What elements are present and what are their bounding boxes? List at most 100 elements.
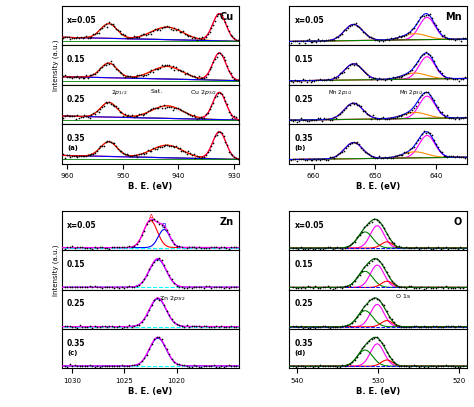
Point xyxy=(86,71,93,78)
Point xyxy=(77,153,85,159)
Point xyxy=(344,282,351,289)
Point xyxy=(336,32,344,39)
Point xyxy=(442,114,449,120)
Point xyxy=(307,156,314,163)
Point xyxy=(434,143,441,150)
Point xyxy=(212,244,220,250)
Point xyxy=(208,143,215,149)
Point xyxy=(113,243,121,250)
Point xyxy=(425,244,432,250)
Point xyxy=(317,245,324,252)
Point xyxy=(357,65,365,72)
Point xyxy=(459,115,467,122)
Point xyxy=(121,74,129,81)
Point xyxy=(309,285,317,291)
Point xyxy=(197,75,204,81)
Point xyxy=(297,362,304,369)
X-axis label: B. E. (eV): B. E. (eV) xyxy=(128,387,173,396)
Point xyxy=(137,72,145,78)
Point xyxy=(425,324,432,330)
Point xyxy=(82,113,90,120)
Point xyxy=(436,147,443,154)
Point xyxy=(127,113,134,120)
Point xyxy=(81,244,89,251)
Point xyxy=(86,283,93,289)
Point xyxy=(373,334,381,340)
Point xyxy=(176,67,183,73)
Point xyxy=(397,34,404,40)
Point xyxy=(158,221,165,228)
Point xyxy=(91,243,99,250)
Point xyxy=(390,280,398,287)
Point xyxy=(227,112,235,118)
Point xyxy=(299,245,307,252)
Point xyxy=(68,284,76,291)
Point xyxy=(412,61,420,68)
Point xyxy=(232,284,240,291)
Point xyxy=(120,324,128,330)
Point xyxy=(75,115,83,121)
Point xyxy=(195,35,203,42)
Point xyxy=(459,363,466,370)
Point xyxy=(211,18,219,24)
Point xyxy=(183,245,191,251)
Point xyxy=(68,324,76,330)
Point xyxy=(160,102,167,109)
Point xyxy=(356,23,363,30)
Point xyxy=(371,36,379,43)
Point xyxy=(385,353,393,359)
Point xyxy=(105,61,113,68)
Point xyxy=(373,217,381,223)
Point xyxy=(328,154,336,161)
Point xyxy=(142,150,150,156)
Point xyxy=(452,284,459,291)
Point xyxy=(367,116,375,123)
Point xyxy=(457,76,465,82)
Point xyxy=(454,323,462,330)
Point xyxy=(315,35,322,42)
Point xyxy=(232,37,240,44)
Point xyxy=(100,23,108,29)
Point xyxy=(397,113,404,119)
Point xyxy=(437,245,445,252)
Point xyxy=(158,25,166,31)
Point xyxy=(449,323,457,330)
Point xyxy=(78,244,86,250)
Point xyxy=(106,323,113,330)
Point xyxy=(419,363,427,370)
Point xyxy=(428,95,436,101)
Point xyxy=(97,142,104,149)
Point xyxy=(210,324,218,330)
Point xyxy=(311,325,319,332)
Point xyxy=(292,245,300,251)
Point xyxy=(133,322,141,328)
Point xyxy=(88,363,96,369)
Point xyxy=(379,114,387,121)
Point xyxy=(204,71,211,77)
Point xyxy=(84,35,92,41)
Point xyxy=(311,362,319,369)
Point xyxy=(402,71,410,77)
Point xyxy=(365,74,373,80)
Point xyxy=(125,73,132,79)
Point xyxy=(180,247,188,253)
Point xyxy=(118,70,125,76)
Point xyxy=(435,244,442,250)
Point xyxy=(91,70,99,77)
Point xyxy=(79,35,86,42)
Point xyxy=(232,362,240,369)
Point xyxy=(178,284,185,290)
Point xyxy=(200,245,208,252)
Point xyxy=(61,72,69,78)
Point xyxy=(360,147,367,153)
Point xyxy=(307,79,314,85)
Point xyxy=(208,244,215,251)
Point xyxy=(442,283,449,289)
Point xyxy=(446,152,453,159)
Point xyxy=(311,283,319,289)
Point xyxy=(292,323,300,329)
Point xyxy=(344,102,352,109)
Point xyxy=(230,363,237,369)
Text: B: B xyxy=(161,223,165,229)
Point xyxy=(82,72,90,78)
